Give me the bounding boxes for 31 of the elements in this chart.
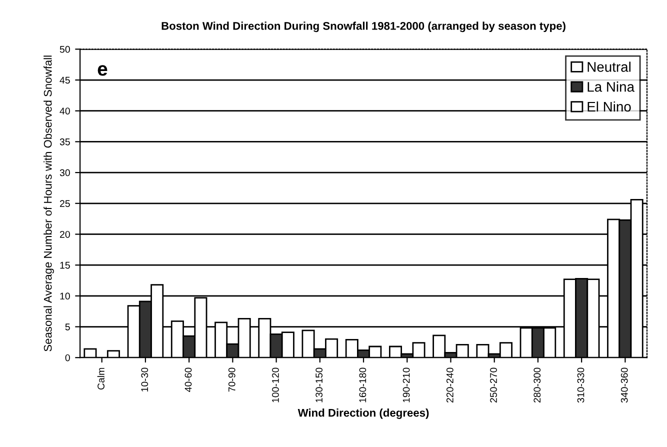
x-tick-label: 340-360 [620, 368, 628, 403]
x-tick-label: 190-210 [402, 368, 410, 402]
y-tick-label: 25 [60, 200, 70, 208]
x-tick-label: 70-90 [228, 368, 236, 392]
x-tick-label: Calm [97, 368, 104, 390]
y-tick-label: 0 [65, 354, 70, 362]
legend-label: Neutral [588, 62, 630, 72]
y-tick-label: 35 [60, 138, 70, 146]
legend-label: El Nino [588, 101, 631, 112]
y-tick-label: 40 [60, 108, 70, 114]
y-tick-label: 30 [60, 169, 70, 176]
y-tick-label: 10 [60, 292, 70, 300]
x-tick-label: 220-240 [446, 368, 454, 403]
y-tick-label: 5 [65, 324, 70, 330]
y-tick-label: 15 [60, 262, 70, 269]
y-axis-title: Seasonal Average Number of Hours with Observed Snowfall [44, 56, 54, 352]
x-tick-label: 250-270 [490, 368, 497, 403]
x-tick-label: 100-120 [272, 368, 279, 402]
y-tick-label: 20 [60, 230, 70, 238]
x-tick-label: 160-180 [359, 368, 366, 402]
x-tick-label: 10-30 [141, 368, 148, 392]
x-tick-label: 40-60 [184, 368, 192, 392]
y-tick-label: 45 [60, 76, 70, 84]
x-axis-title: Wind Direction (degrees) [298, 408, 429, 419]
legend-label: La Nina [588, 82, 634, 92]
x-tick-label: 280-300 [534, 368, 541, 403]
y-tick-label: 50 [60, 46, 70, 53]
x-tick-label: 310-330 [577, 368, 584, 403]
x-tick-label: 130-150 [316, 368, 323, 402]
annotation: e [98, 65, 108, 76]
chart-title: Boston Wind Direction During Snowfall 1981-2000 (arranged by season type) [162, 22, 566, 32]
